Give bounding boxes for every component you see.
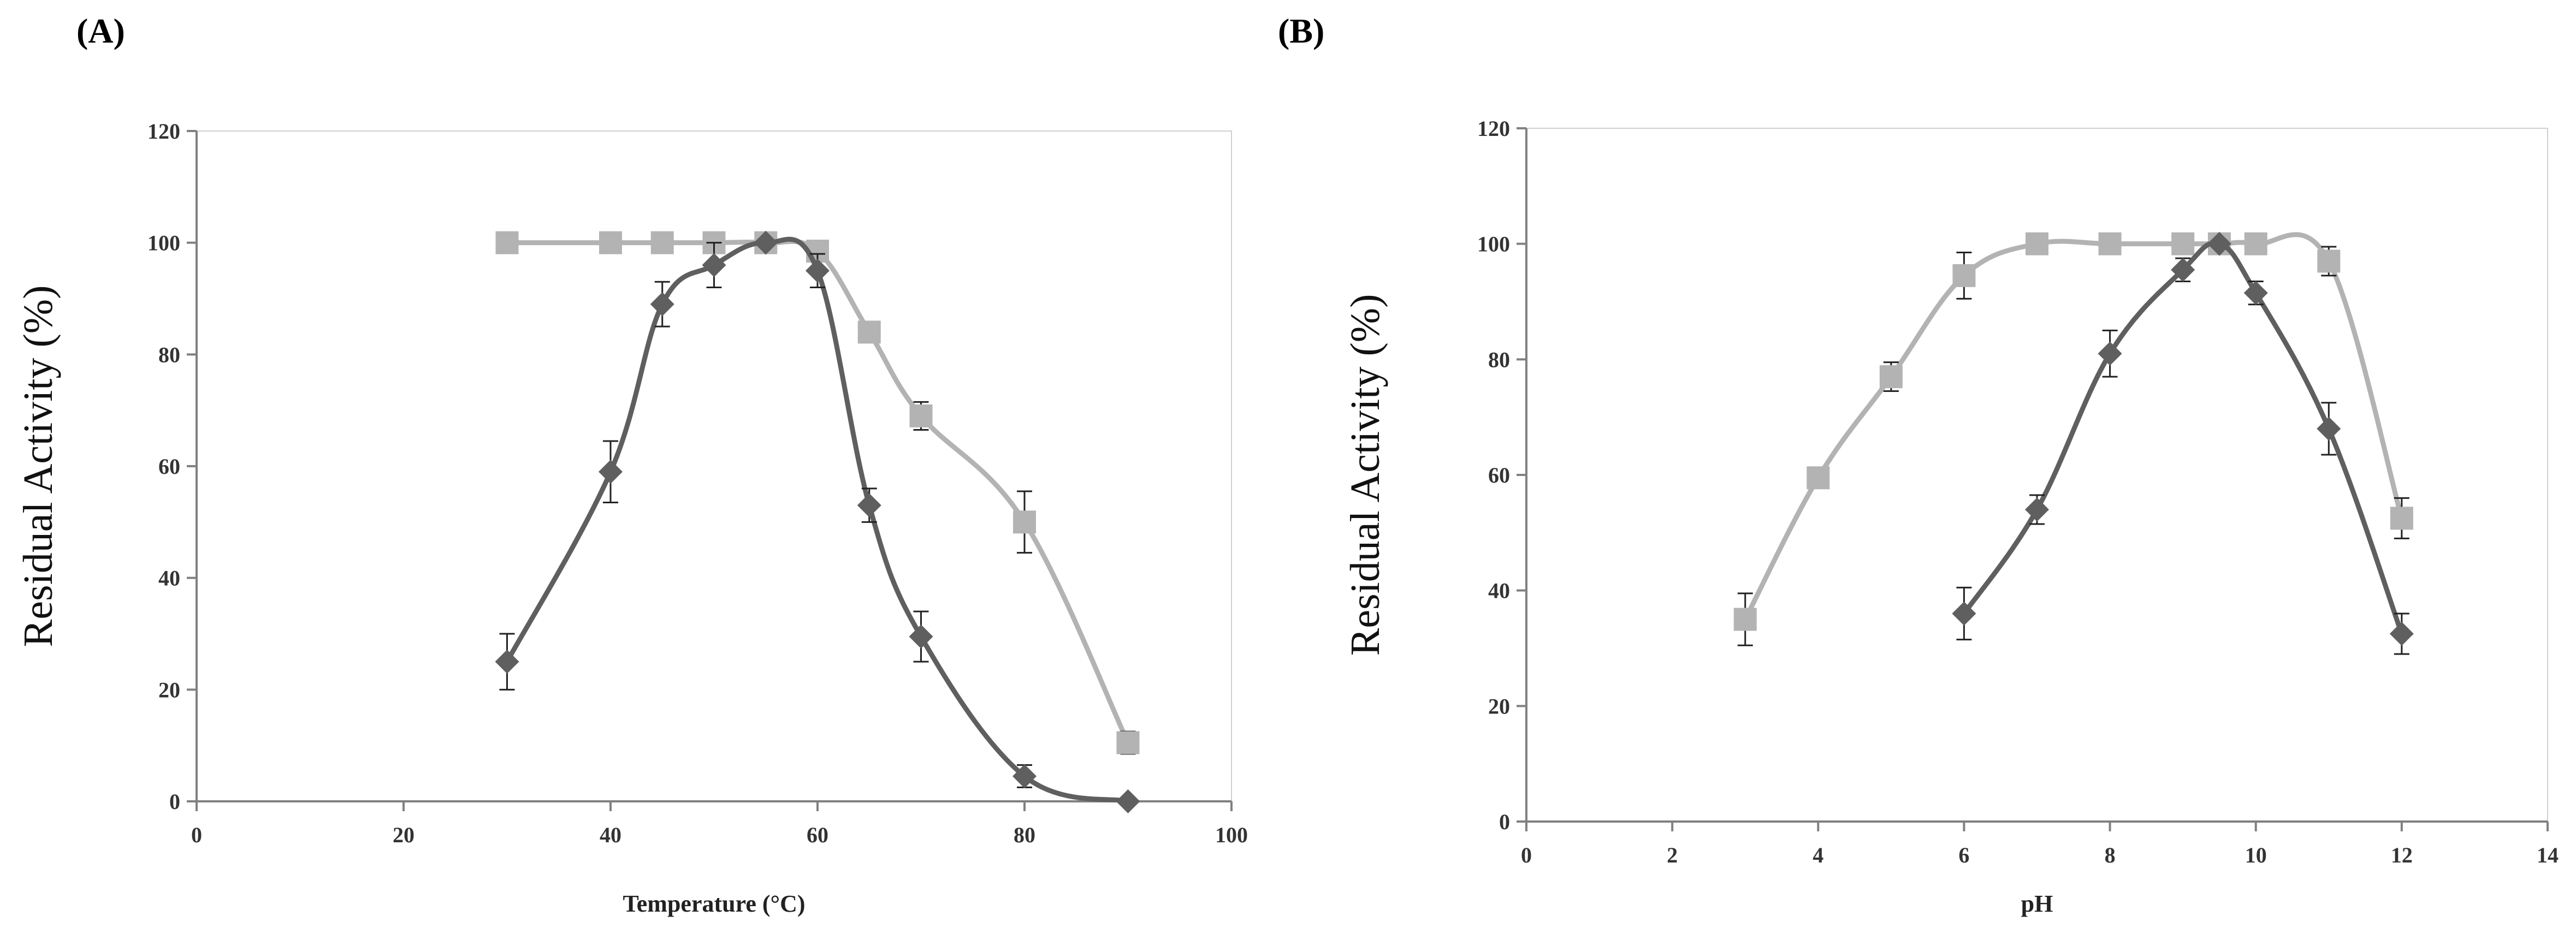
chart-b-square-point <box>2026 232 2048 255</box>
chart-a-diamond-series-line <box>505 236 1130 804</box>
chart-b-y-tick-label: 100 <box>1477 232 1510 257</box>
chart-b-square-point <box>2317 249 2341 273</box>
chart-b-diamond-point <box>2025 497 2049 522</box>
chart-b-y-tick-label: 40 <box>1488 579 1510 603</box>
chart-a-diamond-point <box>599 460 623 484</box>
chart-b-diamond-point <box>2389 622 2414 646</box>
chart-b-diamond-point <box>2243 281 2268 305</box>
chart-b-plot-frame <box>1526 128 2548 822</box>
chart-b-x-tick-label: 6 <box>1958 843 1969 867</box>
chart-b-y-tick-label: 0 <box>1499 810 1510 834</box>
panel-a-label: (A) <box>76 11 125 50</box>
chart-b-diamond-point <box>2171 258 2195 282</box>
chart-a-square-point <box>1013 510 1036 534</box>
chart-a-y-tick-label: 120 <box>147 119 180 144</box>
chart-a-x-tick-label: 20 <box>393 823 414 847</box>
chart-a-x-tick-label: 100 <box>1215 823 1248 847</box>
chart-b-y-tick-label: 20 <box>1488 694 1510 718</box>
chart-b-x-tick-label: 4 <box>1813 843 1823 867</box>
chart-b-x-tick-label: 8 <box>2105 843 2116 867</box>
chart-b-x-tick-label: 14 <box>2537 843 2559 867</box>
chart-b-x-tick-label: 12 <box>2391 843 2413 867</box>
chart-a-y-tick-label: 20 <box>158 677 180 702</box>
chart-b-square-point <box>1879 365 1903 389</box>
chart-a-diamond-point <box>650 292 674 317</box>
chart-b-x-tick-label: 2 <box>1667 843 1678 867</box>
chart-a-diamond-point <box>754 230 778 255</box>
chart-a-square-point <box>495 231 519 254</box>
chart-a-x-axis-label: Temperature (°C) <box>623 890 805 917</box>
chart-a-y-tick-label: 40 <box>158 566 180 591</box>
chart-a-diamond-point <box>909 624 933 649</box>
chart-a-diamond-point <box>1116 789 1140 813</box>
chart-a-diamond-point <box>806 258 830 283</box>
chart-a-diamond-point <box>857 493 881 517</box>
chart-b-x-axis-label: pH <box>2021 890 2053 917</box>
chart-a-square-point <box>650 231 674 254</box>
chart-a-diamond-point <box>702 253 726 277</box>
chart-b-diamond-point <box>2207 231 2231 256</box>
chart-b-square-point <box>2171 232 2195 255</box>
chart-b-y-tick-label: 60 <box>1488 463 1510 487</box>
chart-b-y-axis-label: Residual Activity (%) <box>1342 294 1388 656</box>
chart-a-x-tick-label: 40 <box>600 823 621 847</box>
chart-b-square-point <box>1952 264 1976 287</box>
chart-a-x-tick-label: 0 <box>191 823 202 847</box>
chart-b-square-point <box>1807 466 1830 490</box>
chart-a-square-point <box>857 320 881 344</box>
chart-a-square-point <box>909 404 933 427</box>
chart-b-x-tick-label: 10 <box>2245 843 2267 867</box>
chart-a-y-axis-label: Residual Activity (%) <box>15 285 61 647</box>
chart-a-square-point <box>1116 731 1140 754</box>
chart-b-y-tick-label: 80 <box>1488 347 1510 372</box>
chart-b-square-point <box>2390 507 2413 530</box>
chart-b: 0 20 40 60 80 100 120 0 2 4 6 8 10 12 14 pH Residual Act… <box>1342 116 2559 917</box>
chart-b-square-point <box>2244 232 2267 255</box>
chart-a-y-tick-label: 0 <box>169 789 180 814</box>
chart-a-x-tick-label: 80 <box>1014 823 1035 847</box>
panel-b-label: (B) <box>1278 11 1325 50</box>
chart-a-y-tick-label: 100 <box>147 231 180 255</box>
chart-b-diamond-series-line <box>1961 240 2405 636</box>
chart-b-square-point <box>1733 608 1757 631</box>
chart-b-diamond-point <box>1952 602 1976 626</box>
chart-a-y-tick-label: 60 <box>158 454 180 479</box>
chart-a-y-tick-label: 80 <box>158 342 180 367</box>
chart-a: 0 20 40 60 80 100 120 0 20 40 60 80 100 Temperature (… <box>15 119 1248 917</box>
chart-b-diamond-point <box>2098 341 2122 366</box>
chart-a-x-tick-label: 60 <box>807 823 828 847</box>
chart-a-square-point <box>599 231 622 254</box>
chart-b-diamond-point <box>2317 417 2341 441</box>
chart-a-diamond-point <box>1012 764 1037 788</box>
chart-a-diamond-point <box>495 650 519 674</box>
chart-b-x-tick-label: 0 <box>1521 843 1532 867</box>
chart-b-square-point <box>2098 232 2122 255</box>
chart-b-y-tick-label: 120 <box>1477 116 1510 141</box>
